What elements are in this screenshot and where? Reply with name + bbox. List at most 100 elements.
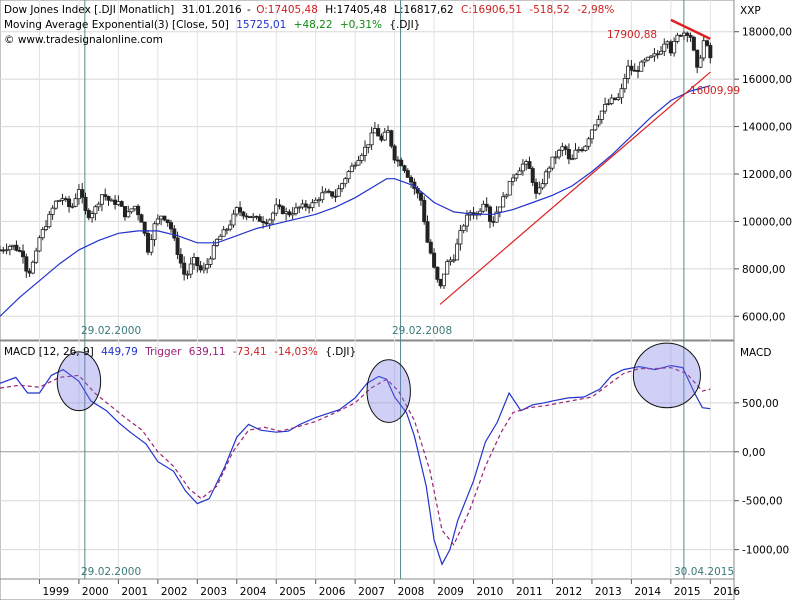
candle-up [359,154,364,161]
candle-down [172,228,177,239]
candle-up [626,65,631,79]
candle-up [132,205,137,210]
candle-down [612,97,617,100]
x-tick-label: 2015 [674,586,701,598]
candle-up [34,250,39,263]
candle-up [349,165,354,173]
candle-up [662,43,667,52]
candle-up [540,183,545,189]
candle-up [37,237,42,252]
header-change-pct: -2,98% [577,4,614,16]
candle-up [606,103,611,105]
candle-up [90,213,95,219]
candle-down [244,215,249,218]
macd-trigger-label: Trigger [144,346,182,358]
candle-up [353,164,358,167]
candle-up [672,40,677,54]
macd-panel-frame [0,340,735,580]
candle-up [369,132,374,146]
x-axis-frame [0,578,735,600]
candle-down [247,216,252,218]
macd-series-line [0,364,711,566]
candle-up [658,50,663,55]
candle-up [224,228,229,231]
price-y-tick-label: 16000,00 [742,74,792,86]
header-open: O:17405,48 [256,4,318,16]
candle-up [126,211,131,218]
candle-down [379,135,384,141]
header-low: L:16817,62 [394,4,454,16]
price-y-tick-label: 8000,00 [742,264,785,276]
candle-down [395,159,400,162]
ema-line [0,85,711,317]
price-vline-label-2000: 29.02.2000 [81,325,141,337]
candle-down [668,41,673,54]
candle-down [261,220,266,223]
candle-up [234,207,239,215]
candle-down [425,221,430,243]
candle-up [116,201,121,205]
candle-down [241,211,246,217]
candle-down [17,250,22,252]
price-panel-frame [0,0,735,341]
candle-down [629,65,634,71]
macd-symbol: {.DJI} [325,346,356,358]
x-axis-labels: 1999 2000 2001 2002 2003 2004 2005 2006 2007 2008… [38,579,740,598]
candle-up [649,55,654,58]
candle-up [448,259,453,262]
candle-up [372,128,377,134]
macd-y-tick-label: -1000,00 [742,545,789,557]
candle-down [103,194,108,197]
candle-down [530,168,535,183]
candle-up [701,40,706,59]
candle-down [435,266,440,280]
candle-up [4,249,9,252]
candle-down [254,215,259,218]
candle-up [343,178,348,185]
candle-up [300,203,305,208]
candle-up [192,257,197,265]
candle-down [113,199,118,205]
macd-vline-label-2015: 30.04.2015 [674,566,734,578]
candle-down [678,34,683,37]
candle-down [392,145,397,161]
candle-down [580,149,585,152]
candle-up [461,225,466,231]
macd-indicator-name: MACD [12, 26, 9] [4,346,94,358]
candle-down [142,221,147,234]
macd-axis-label: MACD [740,347,771,359]
header-ma-change: +48,22 [294,19,333,31]
candle-down [333,195,338,198]
x-tick-label: 2011 [516,586,543,598]
candle-up [603,103,608,112]
candle-up [251,215,256,218]
candle-down [145,232,150,253]
x-tick-label: 2012 [555,586,582,598]
candle-up [70,205,75,208]
candle-down [307,206,312,209]
candle-up [205,264,210,269]
header-instrument: Dow Jones Index [.DJI Monatlich] [4,4,174,16]
header-close: C:16906,51 [461,4,522,16]
candle-up [560,146,565,151]
candle-up [188,263,193,275]
x-tick-label: 2007 [358,586,385,598]
candle-down [21,250,26,258]
candle-up [366,144,371,148]
price-y-tick-label: 14000,00 [742,122,792,134]
candle-up [586,138,591,147]
candle-down [67,198,72,208]
candle-down [534,182,539,194]
candle-down [277,204,282,207]
macd-y-tick-label: 0,00 [742,447,765,459]
candle-up [159,215,164,220]
candle-down [691,36,696,51]
x-tick-label: 2002 [161,586,188,598]
trendlines [439,18,711,305]
candle-up [152,223,157,241]
price-header-line-2: Moving Average Exponential(3) [Close, 50… [4,19,420,31]
vertical-markers [84,0,685,579]
candle-up [99,194,104,205]
price-y-tick-label: 6000,00 [742,311,785,323]
